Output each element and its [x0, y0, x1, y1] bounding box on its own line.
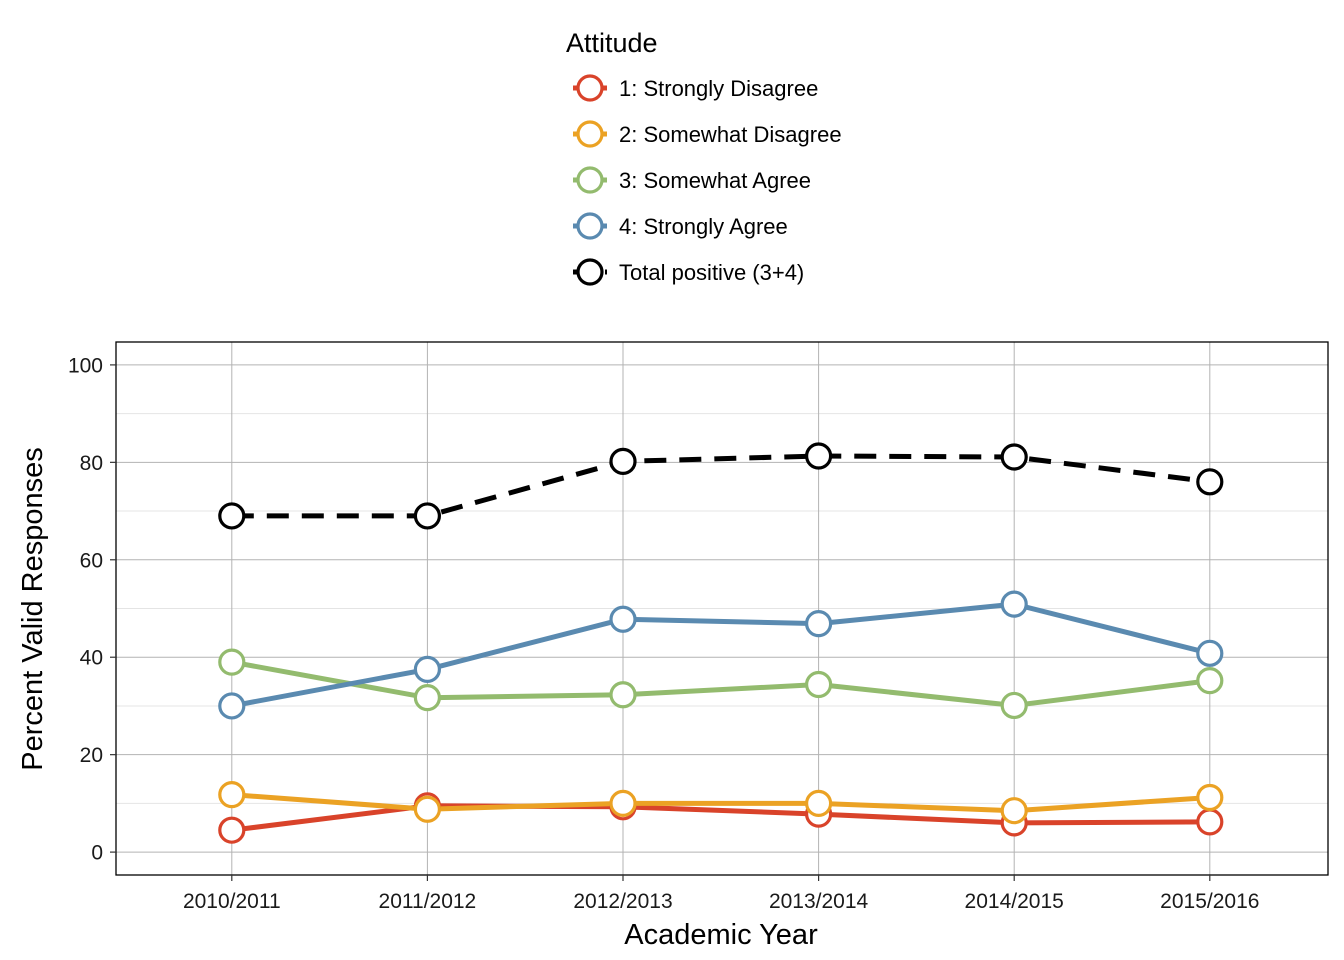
y-tick-label: 100	[68, 354, 103, 377]
data-point	[218, 502, 246, 530]
data-point	[609, 789, 637, 817]
series-line	[231, 792, 1210, 814]
data-point	[218, 648, 246, 676]
data-point	[804, 789, 833, 817]
legend-key-marker	[576, 258, 604, 286]
x-tick-label: 2012/2013	[573, 890, 672, 913]
legend-key-marker	[576, 74, 604, 102]
y-tick-label: 40	[80, 647, 103, 670]
legend-label: Total positive (3+4)	[619, 260, 804, 285]
y-tick-label: 0	[91, 842, 103, 865]
legend: Attitude 1: Strongly Disagree 2: Somewhat…	[566, 28, 842, 286]
data-point	[1196, 783, 1224, 812]
data-point	[413, 502, 441, 530]
legend-label: 3: Somewhat Agree	[619, 168, 811, 193]
data-point	[218, 692, 246, 720]
y-tick-label: 20	[80, 744, 103, 767]
data-point	[1000, 797, 1028, 825]
legend-key-marker	[576, 166, 604, 194]
x-tick-label: 2013/2014	[769, 890, 869, 913]
data-point	[1000, 443, 1028, 471]
data-point	[218, 816, 246, 844]
plot-border	[115, 341, 1329, 876]
series-line	[231, 453, 1211, 519]
x-tick-label: 2011/2012	[379, 890, 477, 913]
data-point	[413, 795, 441, 823]
x-axis-title: Academic Year	[624, 919, 818, 951]
y-tick-label: 60	[80, 549, 103, 572]
data-point	[804, 442, 833, 470]
data-point	[609, 681, 637, 709]
data-point	[1196, 468, 1224, 496]
data-point	[218, 781, 246, 809]
y-axis-title: Percent Valid Responses	[17, 447, 49, 770]
legend-title: Attitude	[566, 28, 658, 58]
data-point	[804, 670, 833, 699]
legend-key-marker	[576, 120, 604, 148]
y-tick-label: 80	[80, 452, 103, 475]
data-point	[413, 684, 441, 712]
legend-key-marker	[576, 212, 604, 240]
data-point	[609, 447, 637, 475]
data-point	[413, 655, 441, 684]
legend-label: 4: Strongly Agree	[619, 214, 788, 239]
plot-area: 0 20 40 60 80 100 2010/2011 2011/2012 2012/2013 2…	[68, 341, 1329, 913]
x-tick-label: 2010/2011	[183, 890, 281, 913]
data-point	[804, 610, 833, 638]
series-line	[231, 659, 1211, 708]
series-line	[231, 601, 1211, 709]
data-point	[1196, 639, 1224, 667]
series-line	[231, 803, 1210, 833]
data-point	[1196, 667, 1224, 695]
x-tick-label: 2014/2015	[965, 890, 1064, 913]
data-point	[1196, 808, 1224, 836]
data-point	[609, 605, 637, 633]
legend-label: 1: Strongly Disagree	[619, 76, 818, 101]
data-point	[1000, 691, 1028, 720]
x-tick-label: 2015/2016	[1160, 890, 1259, 913]
data-point	[1000, 590, 1028, 618]
legend-label: 2: Somewhat Disagree	[619, 122, 842, 147]
